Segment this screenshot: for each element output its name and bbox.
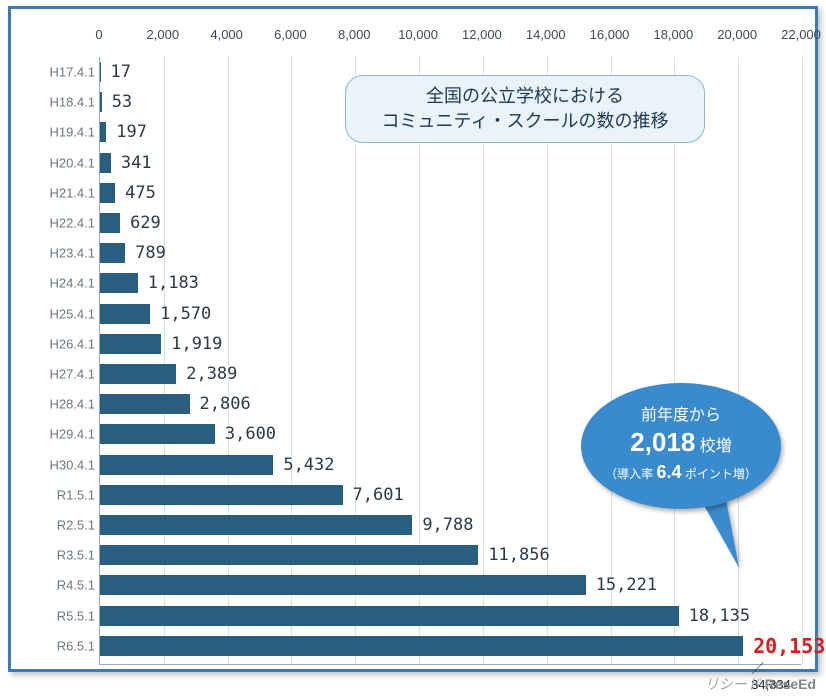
bar xyxy=(100,575,586,595)
bar-value-label: 197 xyxy=(116,122,147,142)
bar xyxy=(100,485,343,505)
y-tick: H26.4.1 xyxy=(43,336,95,351)
gridline xyxy=(164,57,165,664)
gridline xyxy=(802,57,803,664)
bar-value-label: 53 xyxy=(112,92,132,112)
y-tick: H21.4.1 xyxy=(43,185,95,200)
y-tick: H17.4.1 xyxy=(43,65,95,80)
bubble-line1: 前年度から xyxy=(581,401,781,425)
y-tick: H24.4.1 xyxy=(43,276,95,291)
bar xyxy=(100,122,106,142)
watermark: リシード ReseEd xyxy=(705,674,816,694)
x-tick: 14,000 xyxy=(526,27,566,42)
gridline xyxy=(483,57,484,664)
bar xyxy=(100,606,679,626)
bar xyxy=(100,92,102,112)
title-line1: 全国の公立学校における xyxy=(358,84,692,109)
y-tick: H30.4.1 xyxy=(43,457,95,472)
bar-value-label: 789 xyxy=(135,243,166,263)
bar-value-label: 341 xyxy=(121,153,152,173)
bar-value-label: 1,570 xyxy=(160,304,211,324)
bar-value-label: 629 xyxy=(130,213,161,233)
y-tick: R2.5.1 xyxy=(43,518,95,533)
bar xyxy=(100,515,412,535)
bar xyxy=(100,424,215,444)
bar xyxy=(100,394,190,414)
bar-value-label: 11,856 xyxy=(488,545,549,565)
bar-value-label: 1,919 xyxy=(171,334,222,354)
y-tick: H22.4.1 xyxy=(43,216,95,231)
y-tick: R3.5.1 xyxy=(43,548,95,563)
y-tick: R4.5.1 xyxy=(43,578,95,593)
x-tick: 6,000 xyxy=(274,27,307,42)
bar-value-label: 17 xyxy=(111,62,131,82)
bar-value-label: 2,389 xyxy=(186,364,237,384)
bar-value-label: 475 xyxy=(125,183,156,203)
bar-value-label: 7,601 xyxy=(353,485,404,505)
bar xyxy=(100,304,150,324)
bar xyxy=(100,213,120,233)
bar-value-label: 20,153 xyxy=(753,634,825,658)
x-tick: 18,000 xyxy=(653,27,693,42)
y-tick: R1.5.1 xyxy=(43,487,95,502)
chart-frame: 0 2,000 4,000 6,000 8,000 10,000 12,000 14,000 1… xyxy=(8,6,818,672)
gridline xyxy=(291,57,292,664)
x-tick: 10,000 xyxy=(398,27,438,42)
bar-value-label: 18,135 xyxy=(689,606,750,626)
gridline xyxy=(228,57,229,664)
bar xyxy=(100,153,111,173)
y-tick: H20.4.1 xyxy=(43,155,95,170)
gridline xyxy=(419,57,420,664)
x-tick: 2,000 xyxy=(147,27,180,42)
gridline xyxy=(355,57,356,664)
bar xyxy=(100,183,115,203)
x-tick: 12,000 xyxy=(462,27,502,42)
bar xyxy=(100,364,176,384)
bar-value-label: 2,806 xyxy=(200,394,251,414)
x-tick: 16,000 xyxy=(590,27,630,42)
y-tick: H19.4.1 xyxy=(43,125,95,140)
y-tick: H18.4.1 xyxy=(43,95,95,110)
bubble-line2: 2,018 校増 xyxy=(581,427,781,458)
x-tick: 8,000 xyxy=(338,27,371,42)
bar xyxy=(100,62,101,82)
y-tick: H29.4.1 xyxy=(43,427,95,442)
bar xyxy=(100,545,478,565)
x-tick: 4,000 xyxy=(210,27,243,42)
chart-title-box: 全国の公立学校における コミュニティ・スクールの数の推移 xyxy=(345,75,705,143)
y-tick: H25.4.1 xyxy=(43,306,95,321)
bar xyxy=(100,636,743,656)
x-tick: 22,000 xyxy=(781,27,821,42)
x-tick: 20,000 xyxy=(717,27,757,42)
x-tick: 0 xyxy=(95,27,102,42)
bar xyxy=(100,455,273,475)
y-tick: R5.5.1 xyxy=(43,608,95,623)
bar xyxy=(100,243,125,263)
y-tick: H27.4.1 xyxy=(43,367,95,382)
gridline xyxy=(547,57,548,664)
bar-value-label: 3,600 xyxy=(225,424,276,444)
bar-value-label: 9,788 xyxy=(422,515,473,535)
bar-value-label: 1,183 xyxy=(148,273,199,293)
y-tick: R6.5.1 xyxy=(43,638,95,653)
y-tick: H23.4.1 xyxy=(43,246,95,261)
bubble-line3: （導入率 6.4 ポイント増） xyxy=(581,462,781,483)
bar-value-label: 5,432 xyxy=(283,455,334,475)
y-tick: H28.4.1 xyxy=(43,397,95,412)
callout-bubble: 前年度から 2,018 校増 （導入率 6.4 ポイント増） xyxy=(581,383,791,593)
bar xyxy=(100,334,161,354)
title-line2: コミュニティ・スクールの数の推移 xyxy=(358,109,692,134)
bar xyxy=(100,273,138,293)
